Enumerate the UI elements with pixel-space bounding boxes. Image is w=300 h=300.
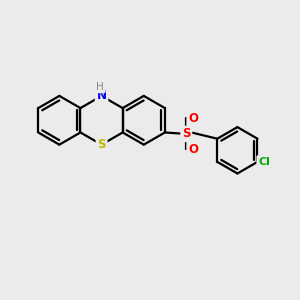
Text: S: S	[182, 128, 190, 140]
Text: N: N	[97, 89, 106, 102]
Text: S: S	[97, 138, 106, 151]
Text: O: O	[188, 143, 198, 156]
Text: Cl: Cl	[258, 157, 270, 167]
Text: O: O	[188, 112, 198, 125]
Text: H: H	[96, 82, 104, 92]
